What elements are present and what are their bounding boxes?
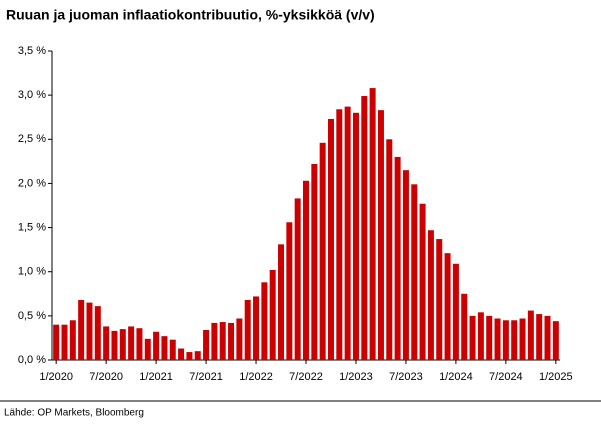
bar (352, 112, 359, 360)
bar (228, 322, 235, 360)
y-tick-label: 1,0 % (18, 266, 46, 278)
bar (253, 296, 260, 360)
x-tick-label: 7/2022 (289, 371, 323, 383)
y-tick-label: 3,0 % (18, 89, 46, 101)
bar (136, 328, 143, 360)
bar (53, 324, 60, 360)
bar (69, 320, 76, 360)
y-tick-label: 1,5 % (18, 221, 46, 233)
bar (144, 338, 151, 360)
y-tick-label: 2,0 % (18, 177, 46, 189)
bar (94, 306, 101, 360)
bar (278, 244, 285, 360)
bar (119, 329, 126, 360)
x-tick-label: 7/2020 (89, 371, 123, 383)
x-tick-label: 1/2022 (239, 371, 273, 383)
bar (402, 170, 409, 360)
bar (519, 318, 526, 360)
bar (303, 180, 309, 360)
bar (327, 118, 334, 360)
bar (153, 331, 160, 360)
bar (111, 330, 118, 360)
bar (161, 336, 168, 360)
bar (419, 203, 426, 360)
bar (269, 269, 276, 360)
bar (294, 198, 301, 360)
bar (194, 351, 201, 360)
bar (244, 299, 251, 360)
bar (552, 321, 559, 360)
bar (86, 302, 93, 360)
bar (411, 184, 418, 360)
bar (261, 282, 268, 360)
x-tick-label: 1/2020 (39, 371, 73, 383)
bar (336, 109, 343, 360)
y-tick-label: 2,5 % (18, 133, 46, 145)
bar (486, 315, 493, 360)
y-tick-label: 0,0 % (18, 354, 46, 366)
y-tick-label: 3,5 % (18, 45, 46, 57)
bar (544, 315, 551, 360)
x-tick-label: 7/2024 (489, 371, 523, 383)
bar (169, 339, 176, 360)
bar (361, 96, 368, 361)
bar (394, 156, 401, 360)
x-tick-label: 7/2021 (189, 371, 223, 383)
bar (203, 329, 210, 360)
bar (386, 139, 393, 360)
bar (178, 348, 185, 360)
bar (461, 293, 468, 360)
bar (103, 326, 110, 360)
bar (319, 142, 326, 360)
x-tick-label: 1/2025 (539, 371, 573, 383)
x-tick-label: 1/2021 (139, 371, 173, 383)
bar (511, 320, 518, 360)
bar (469, 315, 476, 360)
bar (344, 106, 351, 361)
bar (527, 310, 534, 360)
bar (494, 318, 501, 360)
source: Lähde: OP Markets, Bloomberg (4, 408, 144, 419)
bar (377, 110, 384, 360)
bar (128, 326, 135, 360)
bar (369, 88, 376, 360)
bar (502, 320, 509, 360)
bar (311, 164, 318, 360)
x-tick-label: 7/2023 (389, 371, 423, 383)
bar (78, 299, 85, 360)
chart-title: Ruuan ja juoman inflaatiokontribuutio, %… (6, 7, 375, 23)
bar (536, 314, 543, 360)
bar (436, 239, 443, 360)
x-tick-label: 1/2023 (339, 371, 373, 383)
bar (286, 222, 293, 360)
x-tick-label: 1/2024 (439, 371, 473, 383)
bar (477, 312, 484, 360)
y-tick-label: 0,5 % (18, 310, 46, 322)
bar (236, 318, 243, 360)
bar (61, 324, 68, 360)
bar (452, 263, 459, 360)
bar (444, 253, 451, 360)
bar (427, 230, 434, 360)
bar (219, 322, 226, 360)
bar (211, 322, 218, 360)
bar (186, 352, 193, 360)
